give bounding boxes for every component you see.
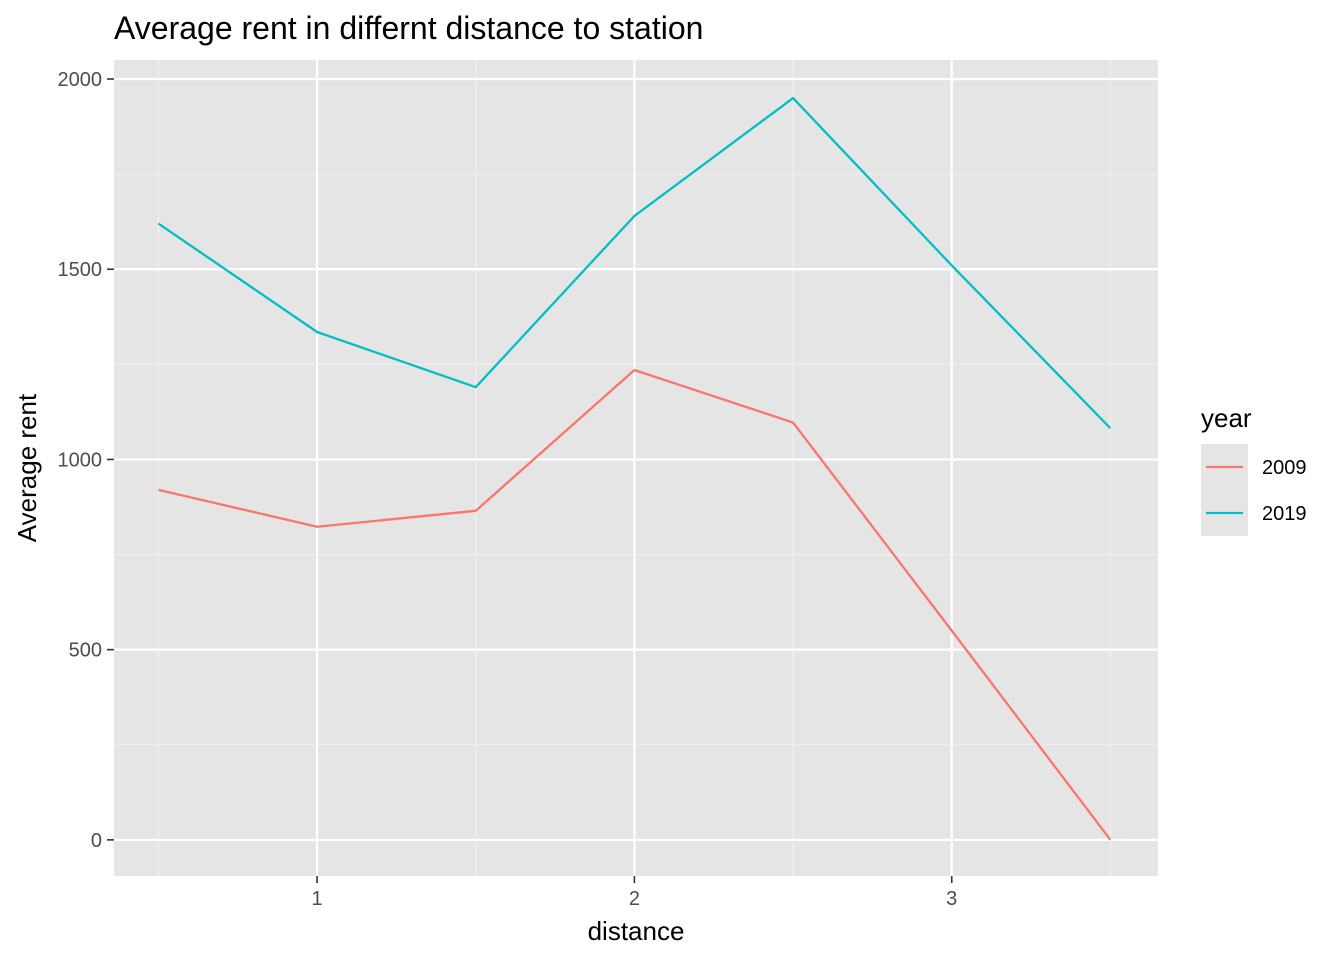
legend-items: 2009 2019 xyxy=(1206,457,1307,525)
y-tick-label: 2000 xyxy=(58,69,103,91)
x-axis-title: distance xyxy=(588,916,685,946)
major-gridlines xyxy=(114,60,1158,876)
y-tick-label: 1000 xyxy=(58,449,103,471)
x-tick-label: 1 xyxy=(312,888,323,910)
legend-key-background xyxy=(1201,444,1248,536)
legend-label-2019: 2019 xyxy=(1262,503,1307,525)
y-tick-label: 0 xyxy=(91,830,102,852)
x-tick-label: 2 xyxy=(629,888,640,910)
x-tick-label: 3 xyxy=(946,888,957,910)
y-tick-label: 500 xyxy=(69,640,102,662)
series-line-2009 xyxy=(158,368,1112,841)
series-line-2019 xyxy=(157,96,1112,430)
legend-title: year xyxy=(1201,403,1252,433)
plot-panel xyxy=(114,60,1158,876)
chart-title: Average rent in differnt distance to sta… xyxy=(114,10,703,46)
tick-labels: 1 2 3 0 500 1000 1500 2000 xyxy=(58,69,958,910)
series-lines xyxy=(157,96,1112,841)
y-axis-title: Average rent xyxy=(12,393,42,542)
y-tick-label: 1500 xyxy=(58,259,103,281)
minor-gridlines xyxy=(114,60,1158,876)
legend: year 2009 2019 xyxy=(1201,403,1307,536)
axis-ticks xyxy=(107,78,953,883)
legend-label-2009: 2009 xyxy=(1262,457,1307,479)
